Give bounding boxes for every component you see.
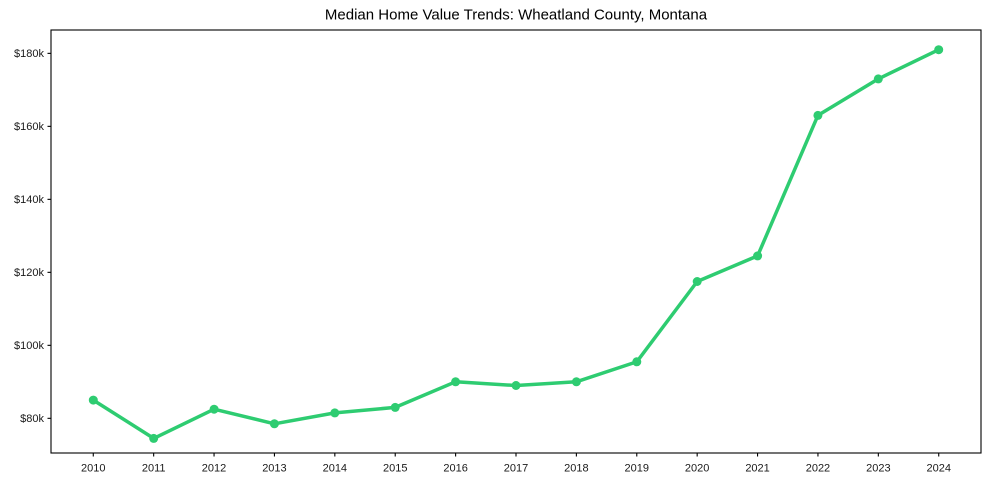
x-tick-label: 2022 (806, 463, 830, 475)
data-point-2022 (813, 110, 823, 120)
axis-ticks-group: $80k $100k $120k $140k $160k $180k 2010 2011 201… (14, 48, 951, 474)
data-point-2017 (511, 381, 521, 390)
y-tick-label: $160k (14, 121, 44, 133)
data-point-2013 (269, 419, 279, 429)
data-point-2010 (88, 395, 98, 405)
y-tick-label: $120k (14, 267, 44, 279)
chart-title: Median Home Value Trends: Wheatland Coun… (325, 7, 708, 24)
data-point-2024 (934, 45, 944, 55)
data-point-2015 (390, 402, 400, 412)
x-tick-label: 2014 (323, 463, 347, 475)
data-point-2018 (571, 377, 581, 387)
data-point-2016 (451, 377, 461, 387)
x-tick-label: 2021 (745, 463, 769, 475)
data-point-2014 (330, 408, 340, 418)
x-tick-label: 2010 (81, 463, 105, 475)
x-tick-label: 2023 (866, 463, 890, 475)
x-tick-label: 2016 (443, 463, 467, 475)
x-tick-label: 2020 (685, 463, 709, 475)
x-tick-label: 2013 (262, 463, 286, 475)
x-tick-label: 2024 (926, 463, 950, 475)
x-tick-label: 2012 (202, 463, 226, 475)
x-tick-label: 2015 (383, 463, 407, 475)
data-point-2021 (753, 251, 763, 261)
x-tick-label: 2018 (564, 463, 588, 475)
data-point-2011 (149, 433, 159, 443)
x-tick-label: 2011 (142, 463, 166, 475)
x-tick-label: 2017 (504, 463, 528, 475)
data-point-2019 (632, 357, 642, 367)
y-tick-label: $100k (14, 340, 44, 352)
data-point-2012 (209, 404, 219, 414)
data-point-2023 (873, 74, 883, 84)
y-tick-label: $140k (14, 194, 44, 206)
y-tick-label: $180k (14, 48, 44, 60)
series-group (88, 45, 944, 443)
y-tick-label: $80k (20, 413, 44, 425)
x-tick-label: 2019 (625, 463, 649, 475)
data-point-2020 (692, 277, 702, 286)
